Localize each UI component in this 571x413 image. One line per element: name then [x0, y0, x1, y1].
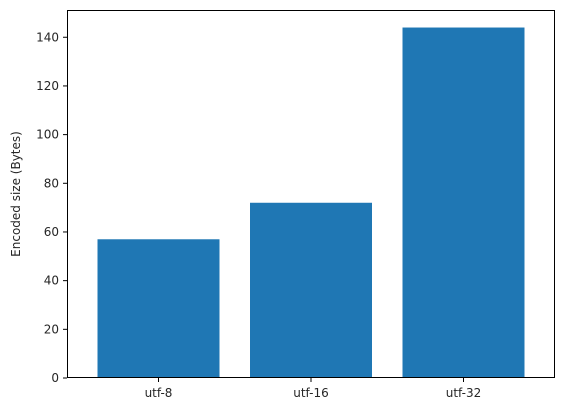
y-tick-label: 140 — [36, 30, 59, 44]
y-tick-label: 0 — [51, 371, 59, 385]
bar-utf-16 — [250, 202, 372, 378]
y-tick-label: 40 — [44, 274, 59, 288]
x-tick-label: utf-16 — [293, 386, 328, 400]
plot-frame — [67, 10, 555, 378]
y-tick-label: 80 — [44, 176, 59, 190]
y-tick-label: 20 — [44, 322, 59, 336]
y-tick-label: 60 — [44, 225, 59, 239]
bar-utf-8 — [97, 239, 220, 378]
bars-group — [97, 27, 525, 379]
x-axis: utf-8 utf-16 utf-32 — [145, 378, 481, 400]
bar-utf-32 — [402, 27, 525, 379]
y-tick-label: 100 — [36, 128, 59, 142]
y-tick-label: 120 — [36, 79, 59, 93]
y-axis-label: Encoded size (Bytes) — [9, 131, 23, 257]
x-tick-label: utf-32 — [446, 386, 481, 400]
y-axis: 0 20 40 60 80 100 120 140 — [36, 30, 67, 385]
x-tick-label: utf-8 — [145, 386, 173, 400]
